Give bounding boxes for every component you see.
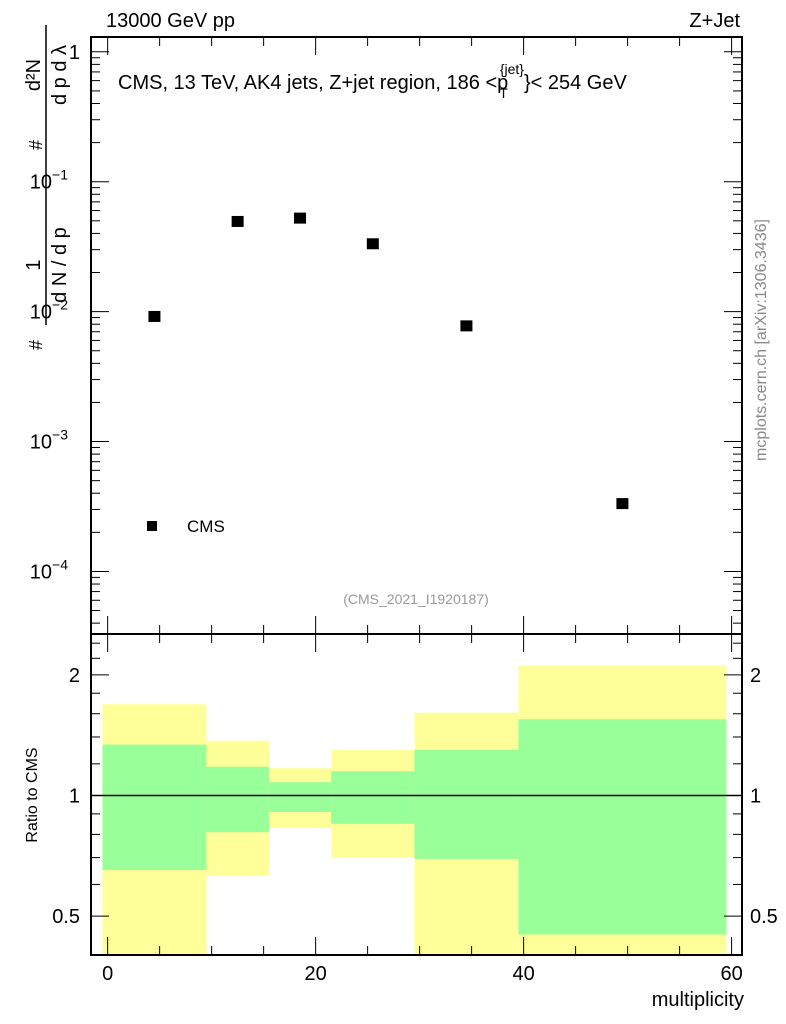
data-point-cms [616,498,629,510]
x-tick-label: 40 [512,963,534,985]
legend-label: CMS [187,517,225,536]
legend-marker [147,521,157,531]
ylabel-n1: 1 [23,259,45,270]
title-tail: }< 254 GeV [524,72,628,94]
data-point-cms [294,212,307,224]
y-axis-label: 1 # d N / d p # d²N d p d λ [23,25,71,350]
ratio-y-label: Ratio to CMS [24,747,41,842]
ylabel-n2: d²N [23,59,45,91]
ratio-y-tick-label-right: 0.5 [750,906,778,928]
title-sub: T [499,85,508,101]
ratio-y-tick-label: 2 [69,665,80,687]
x-axis-label: multiplicity [652,989,744,1011]
ratio-y-tick-label: 1 [69,786,80,808]
data-point-cms [231,215,244,227]
y-tick-label: 10−3 [30,427,68,454]
ylabel-d2: d p d λ [49,45,71,105]
header-right: Z+Jet [689,10,740,32]
analysis-annotation: (CMS_2021_I1920187) [343,591,489,607]
x-tick-label: 0 [102,963,113,985]
ratio-band-inner [414,749,519,859]
x-tick-label: 60 [720,963,742,985]
ylabel-d1: d N / d p [49,227,71,303]
x-tick-label: 20 [305,963,327,985]
y-tick-label: 10−2 [30,297,68,324]
ratio-y-tick-label: 0.5 [52,906,80,928]
ratio-band-inner [331,771,415,824]
title-main: CMS, 13 TeV, AK4 jets, Z+jet region, 186… [118,72,508,94]
y-tick-label: 10−4 [30,556,68,583]
title-sup: {jet} [500,61,524,77]
data-point-cms [148,310,161,322]
y-tick-exponent: −2 [52,297,68,313]
ratio-band-inner [518,719,727,935]
ratio-band-inner [206,766,269,833]
ratio-y-tick-label-right: 1 [750,786,761,808]
ratio-band-inner [102,744,207,870]
data-point-cms [366,238,379,250]
y-tick-label: 10−1 [30,167,68,194]
data-point-cms [460,320,473,332]
ylabel-hash: # [26,140,46,150]
plot-title: CMS, 13 TeV, AK4 jets, Z+jet region, 186… [118,61,627,101]
ratio-y-tick-label-right: 2 [750,665,761,687]
side-label: mcplots.cern.ch [arXiv:1306.3436] [753,219,770,461]
y-tick-label: 1 [69,42,80,64]
header-left: 13000 GeV pp [106,10,235,32]
top-frame [90,36,743,635]
y-tick-exponent: −4 [52,556,68,572]
ratio-band-inner [268,782,332,812]
y-tick-exponent: −3 [52,427,68,443]
ylabel-hash: # [26,340,46,350]
y-tick-exponent: −1 [52,167,68,183]
